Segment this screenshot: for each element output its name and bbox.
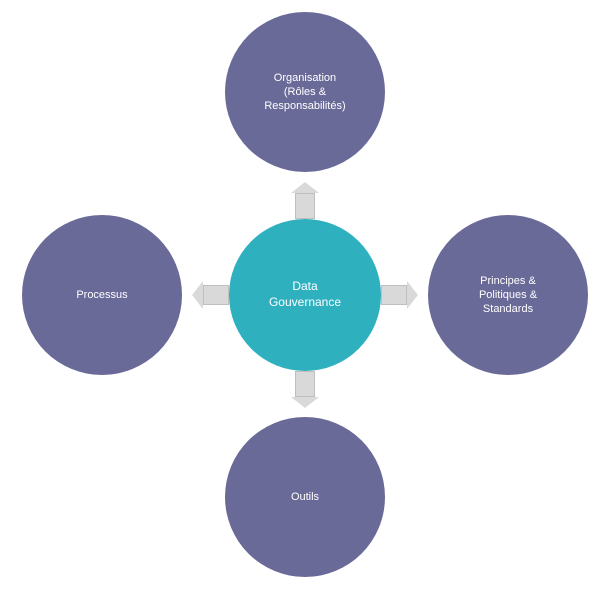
arrow-left-head-icon	[192, 281, 203, 309]
arrow-up-head-icon	[291, 182, 319, 193]
center-label: DataGouvernance	[269, 279, 341, 310]
node-outils-label: Outils	[291, 490, 319, 504]
arrow-left-icon	[203, 285, 229, 305]
arrow-right-icon	[381, 285, 407, 305]
node-organisation: Organisation(Rôles &Responsabilités)	[225, 12, 385, 172]
node-principes: Principes &Politiques &Standards	[428, 215, 588, 375]
node-processus-label: Processus	[76, 288, 127, 302]
node-processus: Processus	[22, 215, 182, 375]
arrow-right-head-icon	[407, 281, 418, 309]
node-outils: Outils	[225, 417, 385, 577]
center-node: DataGouvernance	[229, 219, 381, 371]
node-organisation-label: Organisation(Rôles &Responsabilités)	[264, 71, 345, 114]
arrow-down-head-icon	[291, 397, 319, 408]
arrow-down-icon	[295, 371, 315, 397]
node-principes-label: Principes &Politiques &Standards	[479, 274, 537, 317]
arrow-up-icon	[295, 193, 315, 219]
